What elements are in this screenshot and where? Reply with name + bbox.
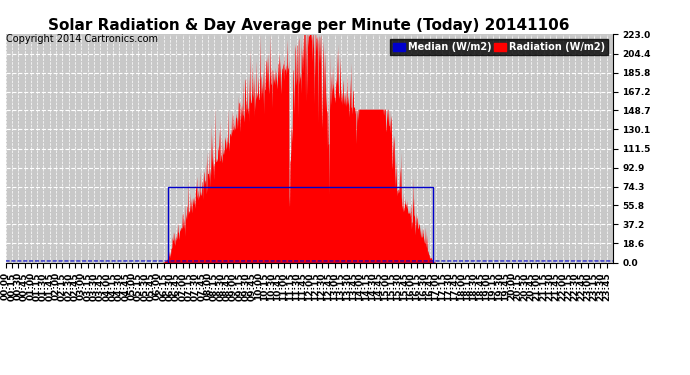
Legend: Median (W/m2), Radiation (W/m2): Median (W/m2), Radiation (W/m2) [390, 39, 608, 55]
Bar [168, 186, 433, 262]
Title: Solar Radiation & Day Average per Minute (Today) 20141106: Solar Radiation & Day Average per Minute… [48, 18, 570, 33]
Text: Copyright 2014 Cartronics.com: Copyright 2014 Cartronics.com [6, 34, 157, 45]
